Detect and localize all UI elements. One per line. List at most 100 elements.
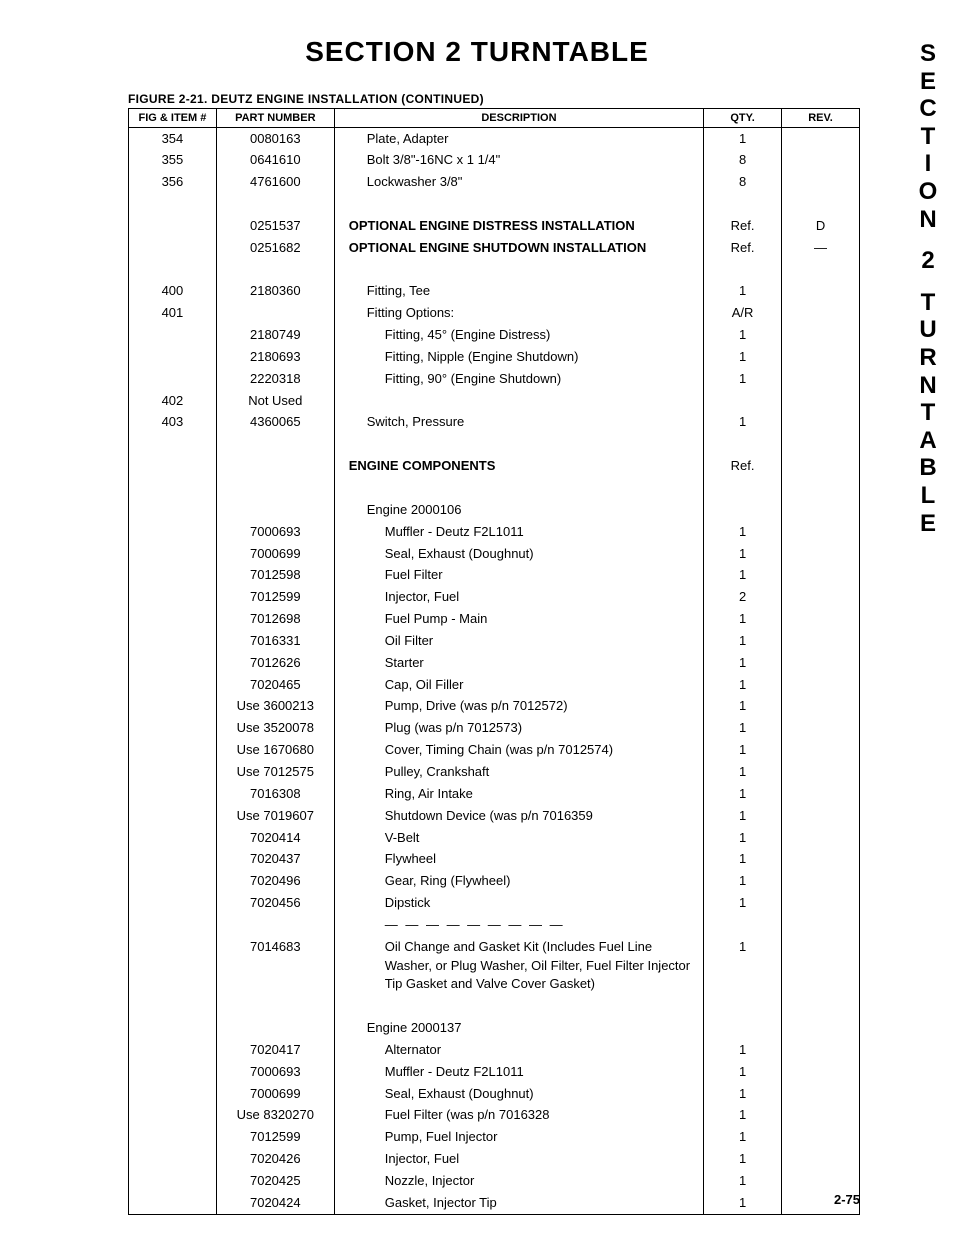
cell-rev: D xyxy=(782,215,860,237)
cell-rev xyxy=(782,543,860,565)
col-header-rev: REV. xyxy=(782,109,860,128)
spacer-cell xyxy=(334,996,703,1018)
cell-qty: Ref. xyxy=(704,237,782,259)
desc-text: Fuel Filter xyxy=(349,566,443,585)
cell-rev xyxy=(782,172,860,194)
cell-fig xyxy=(129,1018,217,1040)
cell-qty: 1 xyxy=(704,1127,782,1149)
cell-rev xyxy=(782,849,860,871)
cell-desc: Plate, Adapter xyxy=(334,128,703,150)
cell-part: 7012599 xyxy=(216,587,334,609)
col-header-desc: DESCRIPTION xyxy=(334,109,703,128)
cell-qty xyxy=(704,914,782,936)
cell-qty: 1 xyxy=(704,1061,782,1083)
cell-fig xyxy=(129,215,217,237)
table-row: 7020456 Dipstick 1 xyxy=(129,893,860,915)
cell-rev xyxy=(782,150,860,172)
cell-desc: Fitting, 90° (Engine Shutdown) xyxy=(334,368,703,390)
spacer-cell xyxy=(129,996,217,1018)
cell-part: 7012626 xyxy=(216,652,334,674)
cell-part: 7020456 xyxy=(216,893,334,915)
desc-text: ENGINE COMPONENTS xyxy=(349,458,496,473)
spacer-cell xyxy=(782,996,860,1018)
cell-fig xyxy=(129,674,217,696)
spacer-cell xyxy=(216,259,334,281)
cell-rev xyxy=(782,630,860,652)
cell-rev xyxy=(782,368,860,390)
cell-fig xyxy=(129,499,217,521)
col-header-part: PART NUMBER xyxy=(216,109,334,128)
table-row: 2180693Fitting, Nipple (Engine Shutdown)… xyxy=(129,346,860,368)
cell-desc: Fuel Filter xyxy=(334,565,703,587)
cell-qty: 1 xyxy=(704,893,782,915)
cell-fig xyxy=(129,914,217,936)
desc-text: Gasket, Injector Tip xyxy=(349,1194,497,1213)
desc-text: OPTIONAL ENGINE DISTRESS INSTALLATION xyxy=(349,218,635,233)
cell-desc: Starter xyxy=(334,652,703,674)
table-row: Engine 2000137 xyxy=(129,1018,860,1040)
side-tab-letter: R xyxy=(902,344,954,372)
cell-fig xyxy=(129,521,217,543)
cell-rev xyxy=(782,128,860,150)
cell-qty: 1 xyxy=(704,1105,782,1127)
desc-text: Fuel Pump - Main xyxy=(349,610,488,629)
desc-text: Dipstick xyxy=(349,894,431,913)
cell-rev xyxy=(782,1127,860,1149)
col-header-qty: QTY. xyxy=(704,109,782,128)
cell-qty: 1 xyxy=(704,1083,782,1105)
cell-fig: 402 xyxy=(129,390,217,412)
cell-desc: Flywheel xyxy=(334,849,703,871)
side-tab-letter xyxy=(902,233,954,247)
table-row: 7012598Fuel Filter1 xyxy=(129,565,860,587)
cell-qty: 1 xyxy=(704,652,782,674)
cell-part: Use 8320270 xyxy=(216,1105,334,1127)
cell-part xyxy=(216,914,334,936)
desc-text: Cover, Timing Chain (was p/n 7012574) xyxy=(349,741,613,760)
cell-desc: Injector, Fuel xyxy=(334,1149,703,1171)
cell-desc: OPTIONAL ENGINE SHUTDOWN INSTALLATION xyxy=(334,237,703,259)
side-tab-letter: N xyxy=(902,206,954,234)
table-row: 7012698Fuel Pump - Main1 xyxy=(129,609,860,631)
cell-desc: Fitting, 45° (Engine Distress) xyxy=(334,325,703,347)
cell-part: Use 3600213 xyxy=(216,696,334,718)
cell-fig: 354 xyxy=(129,128,217,150)
cell-qty: 1 xyxy=(704,521,782,543)
desc-text: Pulley, Crankshaft xyxy=(349,763,490,782)
table-row: 3540080163Plate, Adapter1 xyxy=(129,128,860,150)
table-row xyxy=(129,259,860,281)
desc-text: Plate, Adapter xyxy=(349,130,449,149)
spacer-cell xyxy=(334,194,703,216)
cell-fig xyxy=(129,849,217,871)
cell-rev xyxy=(782,1083,860,1105)
spacer-cell xyxy=(334,478,703,500)
cell-desc: Fitting, Tee xyxy=(334,281,703,303)
table-row: Use 8320270Fuel Filter (was p/n 70163281 xyxy=(129,1105,860,1127)
cell-part: 7016308 xyxy=(216,783,334,805)
side-tab: SECTION 2 TURNTABLE xyxy=(902,40,954,537)
spacer-cell xyxy=(782,194,860,216)
cell-qty: 1 xyxy=(704,740,782,762)
table-row: — — — — — — — — — xyxy=(129,914,860,936)
cell-rev xyxy=(782,805,860,827)
cell-qty: Ref. xyxy=(704,456,782,478)
desc-text: Fitting, 45° (Engine Distress) xyxy=(349,326,551,345)
table-row: 7014683Oil Change and Gasket Kit (Includ… xyxy=(129,936,860,996)
cell-part: 0641610 xyxy=(216,150,334,172)
cell-part: 7000699 xyxy=(216,1083,334,1105)
spacer-cell xyxy=(216,194,334,216)
cell-rev xyxy=(782,718,860,740)
table-row: 7020465Cap, Oil Filler1 xyxy=(129,674,860,696)
spacer-cell xyxy=(704,194,782,216)
spacer-cell xyxy=(704,259,782,281)
cell-fig xyxy=(129,587,217,609)
cell-part: 7020425 xyxy=(216,1171,334,1193)
side-tab-letter: S xyxy=(902,40,954,68)
cell-desc xyxy=(334,390,703,412)
cell-desc: V-Belt xyxy=(334,827,703,849)
cell-desc: Gear, Ring (Flywheel) xyxy=(334,871,703,893)
cell-fig xyxy=(129,346,217,368)
cell-part: 7020426 xyxy=(216,1149,334,1171)
cell-qty: 1 xyxy=(704,871,782,893)
table-row: 7020425Nozzle, Injector1 xyxy=(129,1171,860,1193)
cell-rev xyxy=(782,871,860,893)
